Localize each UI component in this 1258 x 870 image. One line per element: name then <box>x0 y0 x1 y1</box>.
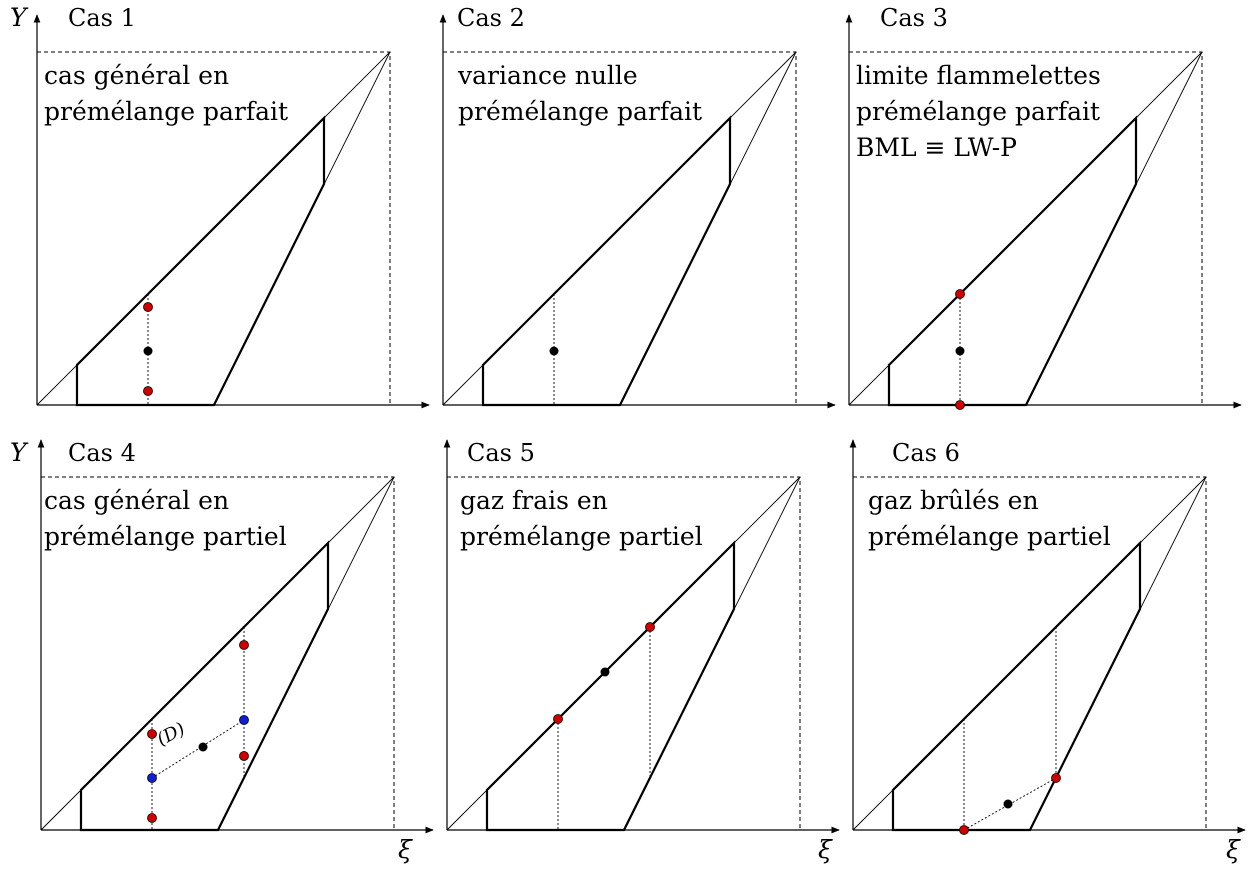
d-line-label: (D) <box>153 719 188 751</box>
black-point <box>549 346 559 356</box>
x-axis-label: ξ <box>398 835 413 864</box>
accessible-domain <box>79 540 330 832</box>
red-point <box>147 729 157 739</box>
panel-description: BML ≡ LW-P <box>856 133 1017 162</box>
panel-title: Cas 3 <box>880 4 948 32</box>
panel-title: Cas 4 <box>68 439 136 467</box>
black-point <box>1003 799 1013 809</box>
red-point <box>239 751 249 761</box>
panel-description: cas général en <box>44 486 229 515</box>
y-axis-label: Y <box>10 438 29 467</box>
panel-description: variance nulle <box>457 61 638 90</box>
blue-point <box>147 773 157 783</box>
panel-description: gaz frais en <box>460 486 608 515</box>
accessible-domain <box>75 115 326 407</box>
panel-description: prémélange parfait <box>44 97 288 126</box>
x-axis-label: ξ <box>818 835 833 864</box>
panel-cas-2 <box>439 14 836 409</box>
black-point <box>143 346 153 356</box>
panel-description: limite flammelettes <box>856 61 1101 90</box>
panel-cas-6 <box>849 439 1246 835</box>
red-point <box>645 622 655 632</box>
red-point <box>147 813 157 823</box>
panel-title: Cas 1 <box>68 4 136 32</box>
accessible-domain <box>891 540 1142 832</box>
black-point <box>600 667 610 677</box>
panel-cas-3 <box>845 14 1242 410</box>
panel-description: prémélange partiel <box>44 522 287 551</box>
red-point <box>955 400 965 410</box>
accessible-domain <box>887 115 1138 407</box>
panel-description: cas général en <box>44 61 229 90</box>
panel-description: prémélange partiel <box>460 522 703 551</box>
blue-point <box>239 715 249 725</box>
black-point <box>955 346 965 356</box>
panel-description: prémélange parfait <box>458 97 702 126</box>
red-point <box>239 640 249 650</box>
panel-title: Cas 6 <box>892 439 960 467</box>
panel-title: Cas 5 <box>467 439 535 467</box>
y-axis-label: Y <box>10 3 29 32</box>
panel-description: prémélange partiel <box>868 522 1111 551</box>
red-point <box>1051 773 1061 783</box>
red-point <box>959 825 969 835</box>
accessible-domain <box>485 540 736 832</box>
accessible-domain <box>481 115 732 407</box>
red-point <box>143 386 153 396</box>
panel-cas-1 <box>33 14 430 409</box>
red-point <box>553 714 563 724</box>
panel-title: Cas 2 <box>457 4 525 32</box>
red-point <box>955 289 965 299</box>
panel-description: prémélange parfait <box>856 97 1100 126</box>
panel-cas-5 <box>443 439 840 834</box>
panel-description: gaz brûlés en <box>868 486 1039 515</box>
x-axis-label: ξ <box>1226 835 1241 864</box>
red-point <box>143 302 153 312</box>
black-point <box>198 742 208 752</box>
